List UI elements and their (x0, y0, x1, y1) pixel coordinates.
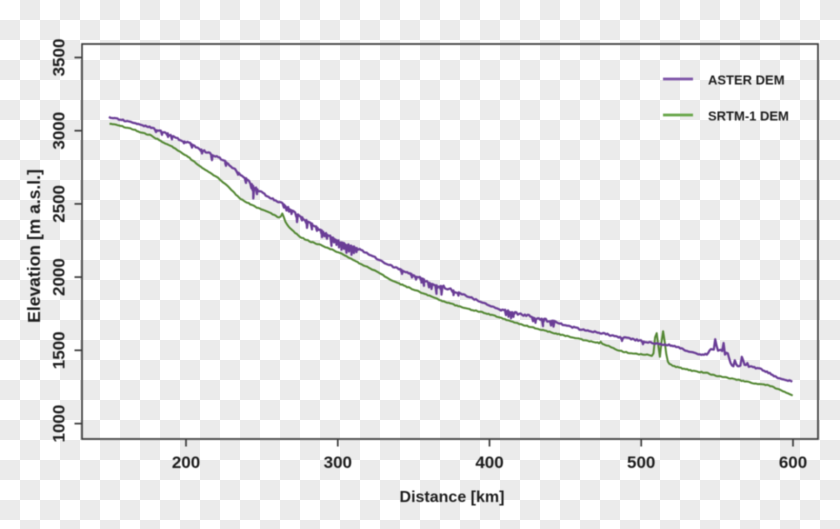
svg-text:Distance [km]: Distance [km] (400, 489, 505, 506)
svg-text:2500: 2500 (50, 185, 69, 223)
svg-text:400: 400 (475, 453, 503, 472)
svg-text:3500: 3500 (50, 39, 69, 77)
svg-text:ASTER DEM: ASTER DEM (708, 73, 785, 88)
svg-text:500: 500 (627, 453, 655, 472)
svg-text:1000: 1000 (50, 405, 69, 443)
svg-text:2000: 2000 (50, 258, 69, 296)
svg-text:600: 600 (779, 453, 807, 472)
svg-text:Elevation [m a.s.l.]: Elevation [m a.s.l.] (24, 169, 44, 323)
svg-text:1500: 1500 (50, 331, 69, 369)
svg-text:200: 200 (172, 453, 200, 472)
svg-text:SRTM-1 DEM: SRTM-1 DEM (708, 109, 789, 124)
svg-text:300: 300 (324, 453, 352, 472)
svg-text:3000: 3000 (50, 112, 69, 150)
